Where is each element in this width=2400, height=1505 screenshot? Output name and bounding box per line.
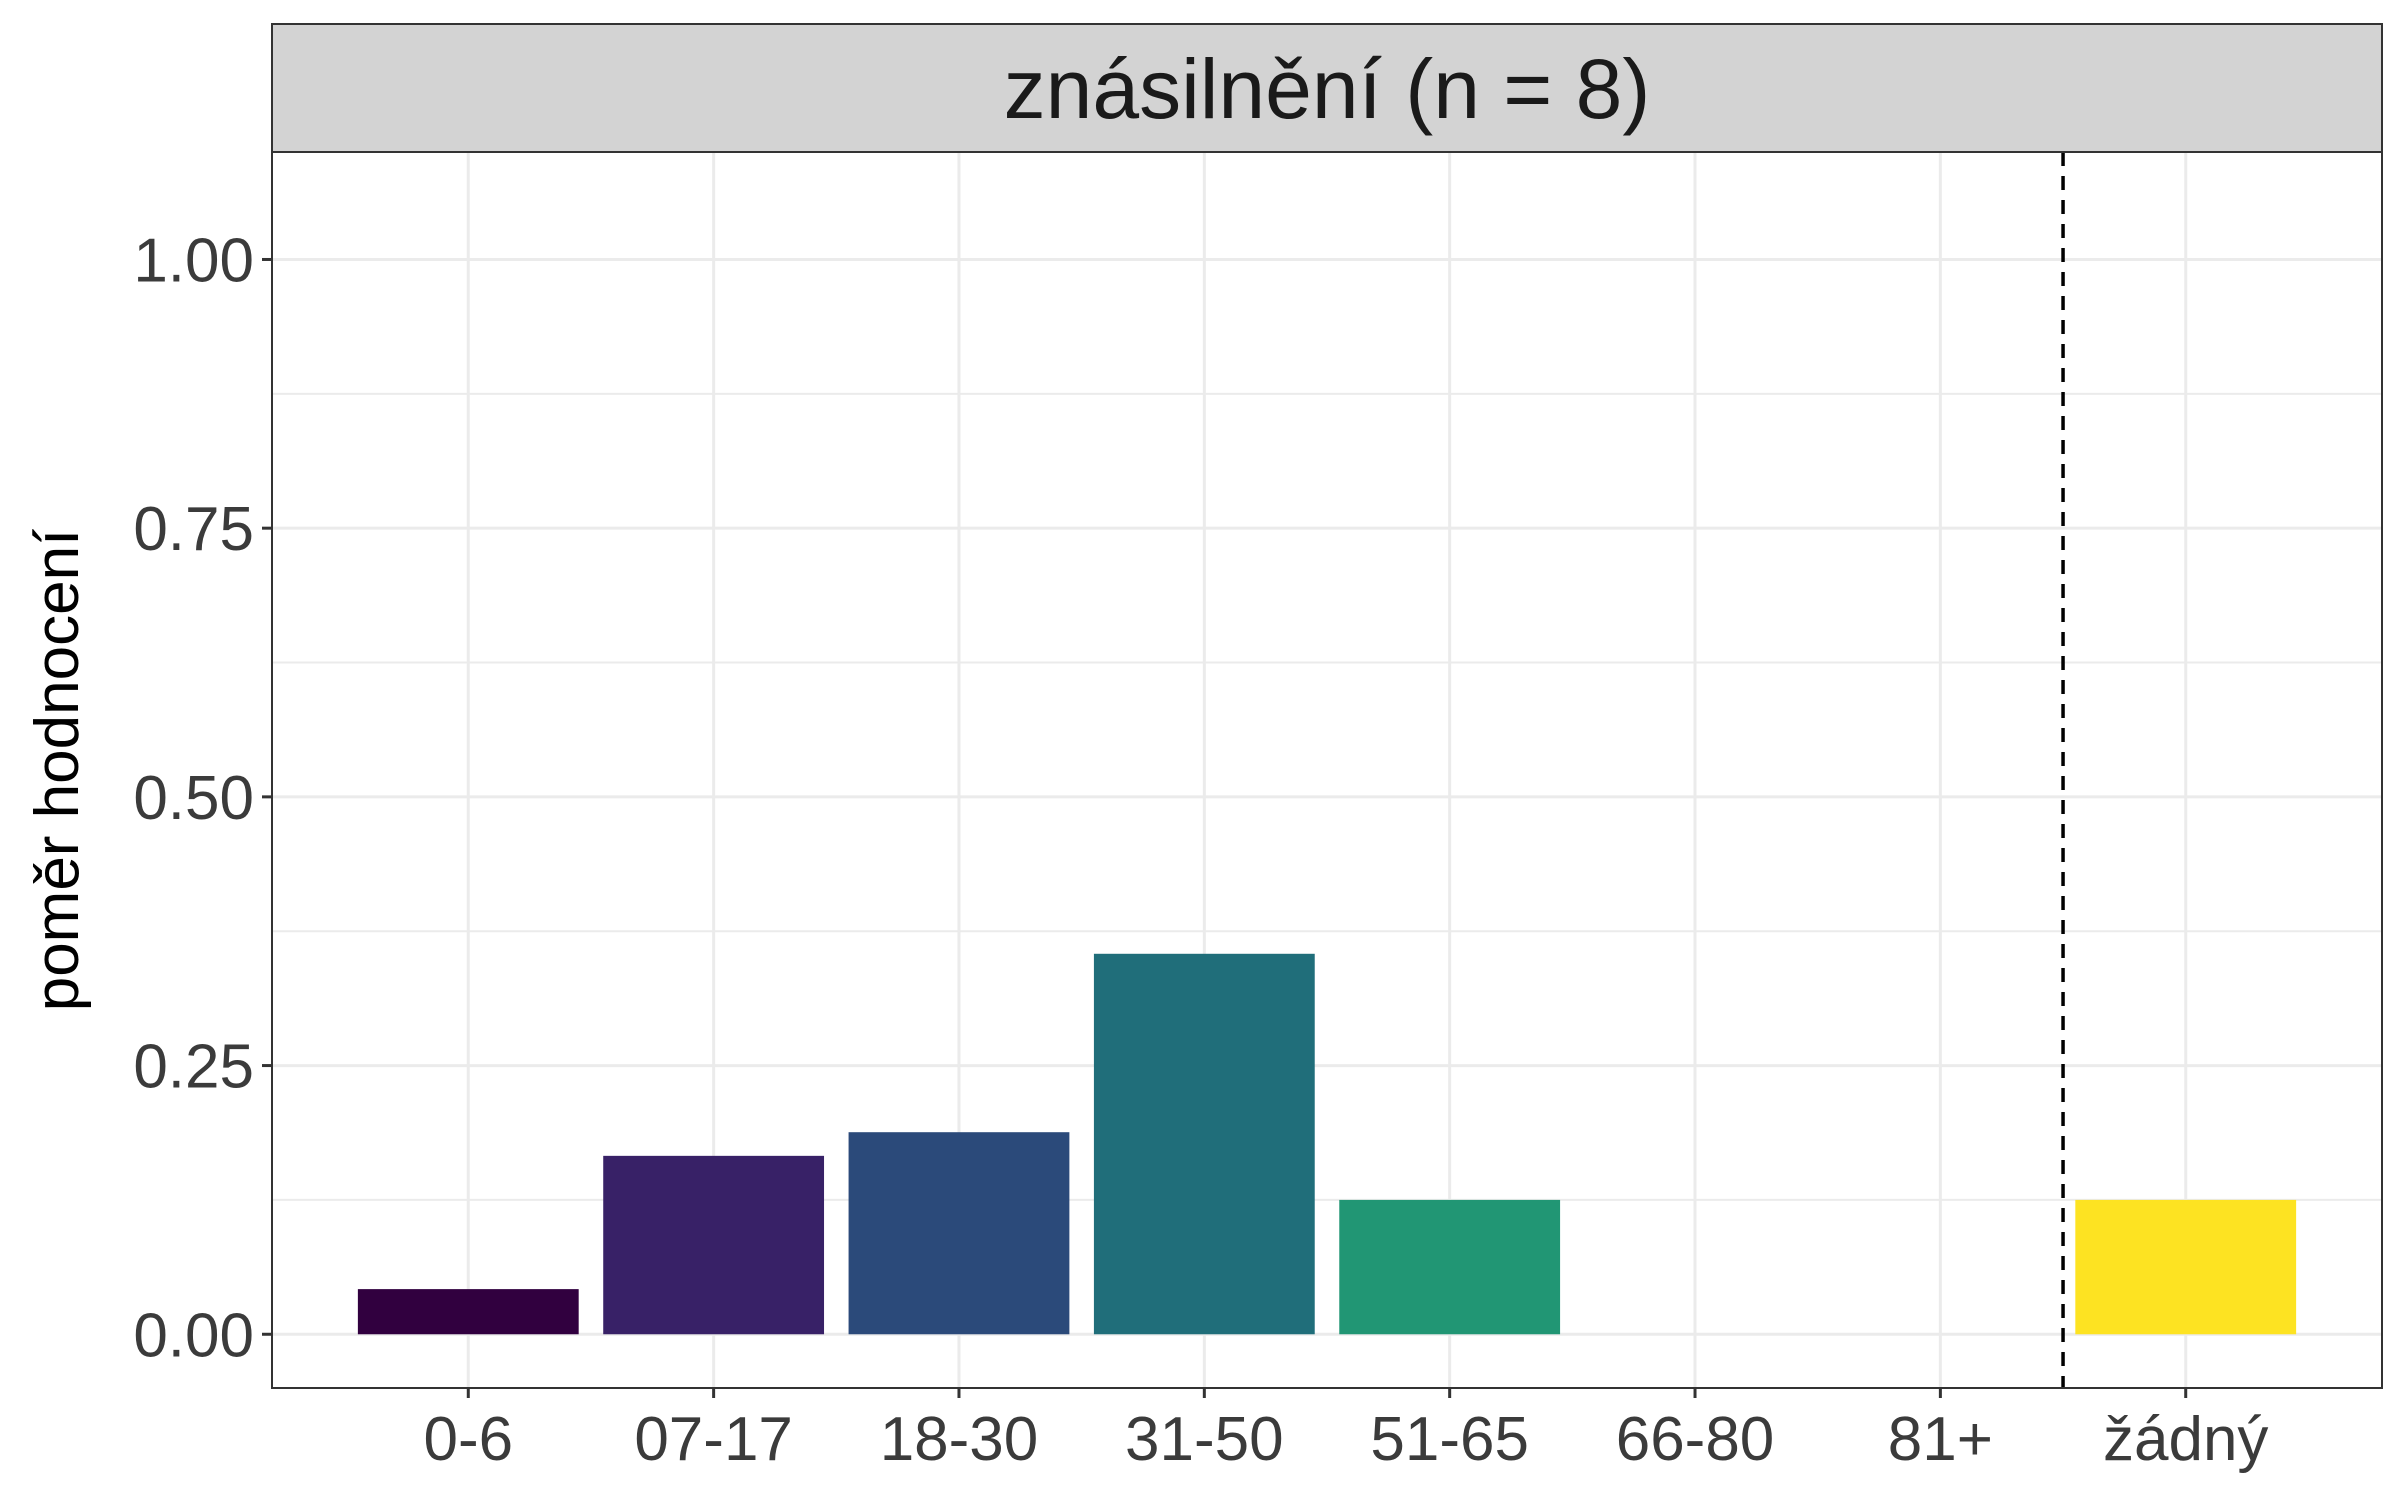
bar-51-65 [1339, 1199, 1561, 1335]
x-tick-label: 18-30 [880, 1405, 1039, 1474]
bars [357, 953, 2297, 1335]
y-axis-label: poměr hodnocení [23, 529, 92, 1012]
axes: 0.00 0.25 0.50 0.75 1.00 0-6 07-17 18-30 31-50 51… [23, 226, 2268, 1474]
panel-frame [271, 151, 2383, 1389]
y-tick-label: 0.50 [133, 764, 254, 833]
bar-18-30 [848, 1132, 1070, 1335]
facet-strip-background [271, 23, 2383, 153]
x-tick-label: žádný [2103, 1405, 2268, 1474]
y-tick-label: 1.00 [133, 226, 254, 295]
bar-31-50 [1093, 953, 1315, 1335]
x-tick-label: 0-6 [423, 1405, 513, 1474]
bar-0-6 [357, 1289, 579, 1335]
bar-07-17 [603, 1155, 825, 1335]
x-tick-label: 31-50 [1125, 1405, 1284, 1474]
grid-lines [272, 152, 2382, 1388]
x-tick-label: 81+ [1888, 1405, 1993, 1474]
x-tick-label: 66-80 [1616, 1405, 1775, 1474]
y-tick-label: 0.25 [133, 1033, 254, 1102]
panel-border [271, 151, 2383, 1389]
bar-žádný [2075, 1199, 2297, 1335]
x-tick-label: 51-65 [1370, 1405, 1529, 1474]
y-tick-label: 0.00 [133, 1301, 254, 1370]
x-tick-label: 07-17 [634, 1405, 793, 1474]
chart-title: znásilnění (n = 8) [1004, 42, 1651, 136]
y-tick-label: 0.75 [133, 495, 254, 564]
facet-strip: znásilnění (n = 8) [271, 23, 2383, 153]
